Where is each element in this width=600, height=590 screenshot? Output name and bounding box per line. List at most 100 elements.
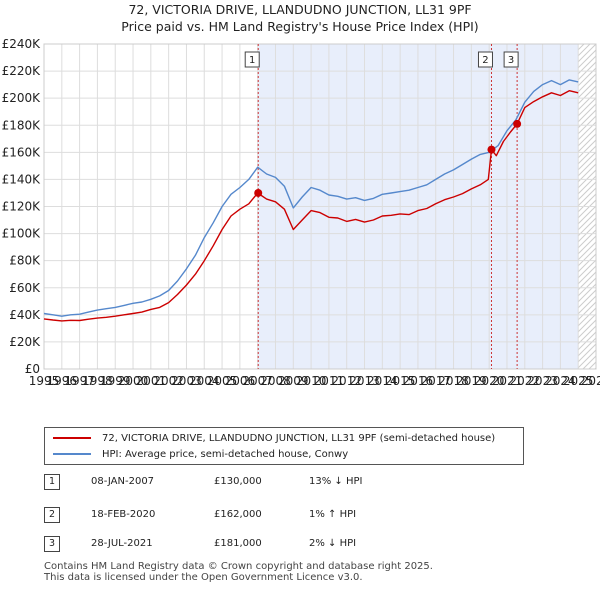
hatch-line [578,319,596,339]
sale-badge-number: 1 [249,55,255,66]
sale-point [487,145,496,154]
sale-number-badge: 2 [44,507,60,523]
sale-row: 1 08-JAN-2007 £130,000 13% ↓ HPI [44,474,464,492]
sale-price: £162,000 [214,509,262,520]
x-tick-label: 2006 [225,374,256,388]
sale-badge-box [477,51,493,68]
x-tick-label: 2004 [189,374,220,388]
y-tick-label: £240K [2,37,42,51]
hatch-line [578,398,596,416]
sale-badge: 3 [503,51,519,68]
hatch-line [578,253,596,273]
x-tick-label: 2008 [260,374,291,388]
hatch-line [578,91,596,111]
x-tick-label: 2023 [527,374,558,388]
hatch-line [578,265,596,285]
hatch-line [588,361,596,369]
hatch-line [578,223,596,243]
legend-item-sales: 72, VICTORIA DRIVE, LLANDUDNO JUNCTION, … [53,431,495,445]
x-tick-label: 1998 [82,374,113,388]
hatch-line [578,187,596,207]
hatch-line [578,139,596,159]
sale-date: 28-JUL-2021 [91,538,153,549]
legend-label-sales: 72, VICTORIA DRIVE, LLANDUDNO JUNCTION, … [102,432,496,444]
legend-swatch-sales [53,437,91,439]
y-tick-label: £180K [2,118,42,132]
hatch-line [578,103,596,123]
x-tick-label: 1997 [64,374,95,388]
hatch-line [578,79,596,99]
sale-point [254,188,263,197]
y-tick-label: £160K [2,145,42,159]
sale-badge: 2 [477,51,493,68]
y-tick-label: £120K [2,200,42,214]
sale-badge: 1 [244,51,260,68]
x-tick-label: 1999 [100,374,131,388]
hatch-line [578,229,596,249]
hatch-line [578,295,596,315]
hatch-line [578,235,596,255]
y-tick-label: £200K [2,91,42,105]
legend-label-hpi: HPI: Average price, semi-detached house,… [102,448,349,460]
x-tick-label: 2018 [438,374,469,388]
hatch-line [578,301,596,321]
sale-price: £130,000 [214,476,262,487]
hatch-line [582,355,596,369]
hatch-line [578,386,596,404]
hatch-line [578,331,596,351]
hatch-line [578,241,596,261]
legend-item-hpi: HPI: Average price, semi-detached house,… [53,447,348,461]
sale-row: 3 28-JUL-2021 £181,000 2% ↓ HPI [44,536,464,554]
sale-points [254,119,522,197]
x-tick-label: 2013 [349,374,380,388]
hatch-line [578,283,596,303]
sale-price: £181,000 [214,538,262,549]
x-tick-label: 2009 [278,374,309,388]
sale-badge-number: 2 [482,55,488,66]
x-tick-label: 1996 [47,374,78,388]
series-line-sales [43,89,579,322]
x-tick-label: 2012 [331,374,362,388]
hatch-line [578,14,596,32]
hatch-line [578,313,596,333]
hatch-line [578,181,596,201]
x-tick-label: 2000 [118,374,149,388]
hatch-line [578,205,596,225]
sale-date: 08-JAN-2007 [91,476,155,487]
hatch-line [578,85,596,105]
x-tick-label: 2020 [474,374,505,388]
plot-border [43,43,597,370]
x-tick-label: 2022 [510,374,541,388]
hatch-line [578,157,596,177]
x-tick-label: 2026 [581,374,600,388]
sale-badges: 1 2 3 [244,51,519,68]
hatch-line [578,392,596,410]
x-tick-label: 1995 [29,374,60,388]
x-tick-label: 2017 [420,374,451,388]
footer: Contains HM Land Registry data © Crown c… [44,561,433,583]
x-tick-label: 2007 [242,374,273,388]
hatch-line [578,211,596,231]
x-tick-label: 2014 [367,374,398,388]
hatch-line [578,247,596,267]
hatch-line [578,44,591,57]
hatch-line [578,337,596,357]
hatch-line [578,49,596,69]
y-tick-label: £140K [2,172,42,186]
x-tick-label: 2010 [296,374,327,388]
hatch-line [578,127,596,147]
x-tick-label: 2024 [545,374,576,388]
footer-licence: This data is licensed under the Open Gov… [44,572,363,583]
hatch-line [578,259,596,279]
hatch-line [578,169,596,189]
y-tick-label: £220K [2,64,42,78]
hatch-line [578,44,585,51]
hatch-line [578,343,596,363]
x-tick-label: 2021 [492,374,523,388]
sale-hpi-change: 13% ↓ HPI [309,476,363,487]
hatch-line [578,193,596,213]
x-tick-label: 2001 [136,374,167,388]
hatch-line [578,44,596,63]
legend: 72, VICTORIA DRIVE, LLANDUDNO JUNCTION, … [44,427,524,465]
y-tick-label: £20K [9,335,41,349]
